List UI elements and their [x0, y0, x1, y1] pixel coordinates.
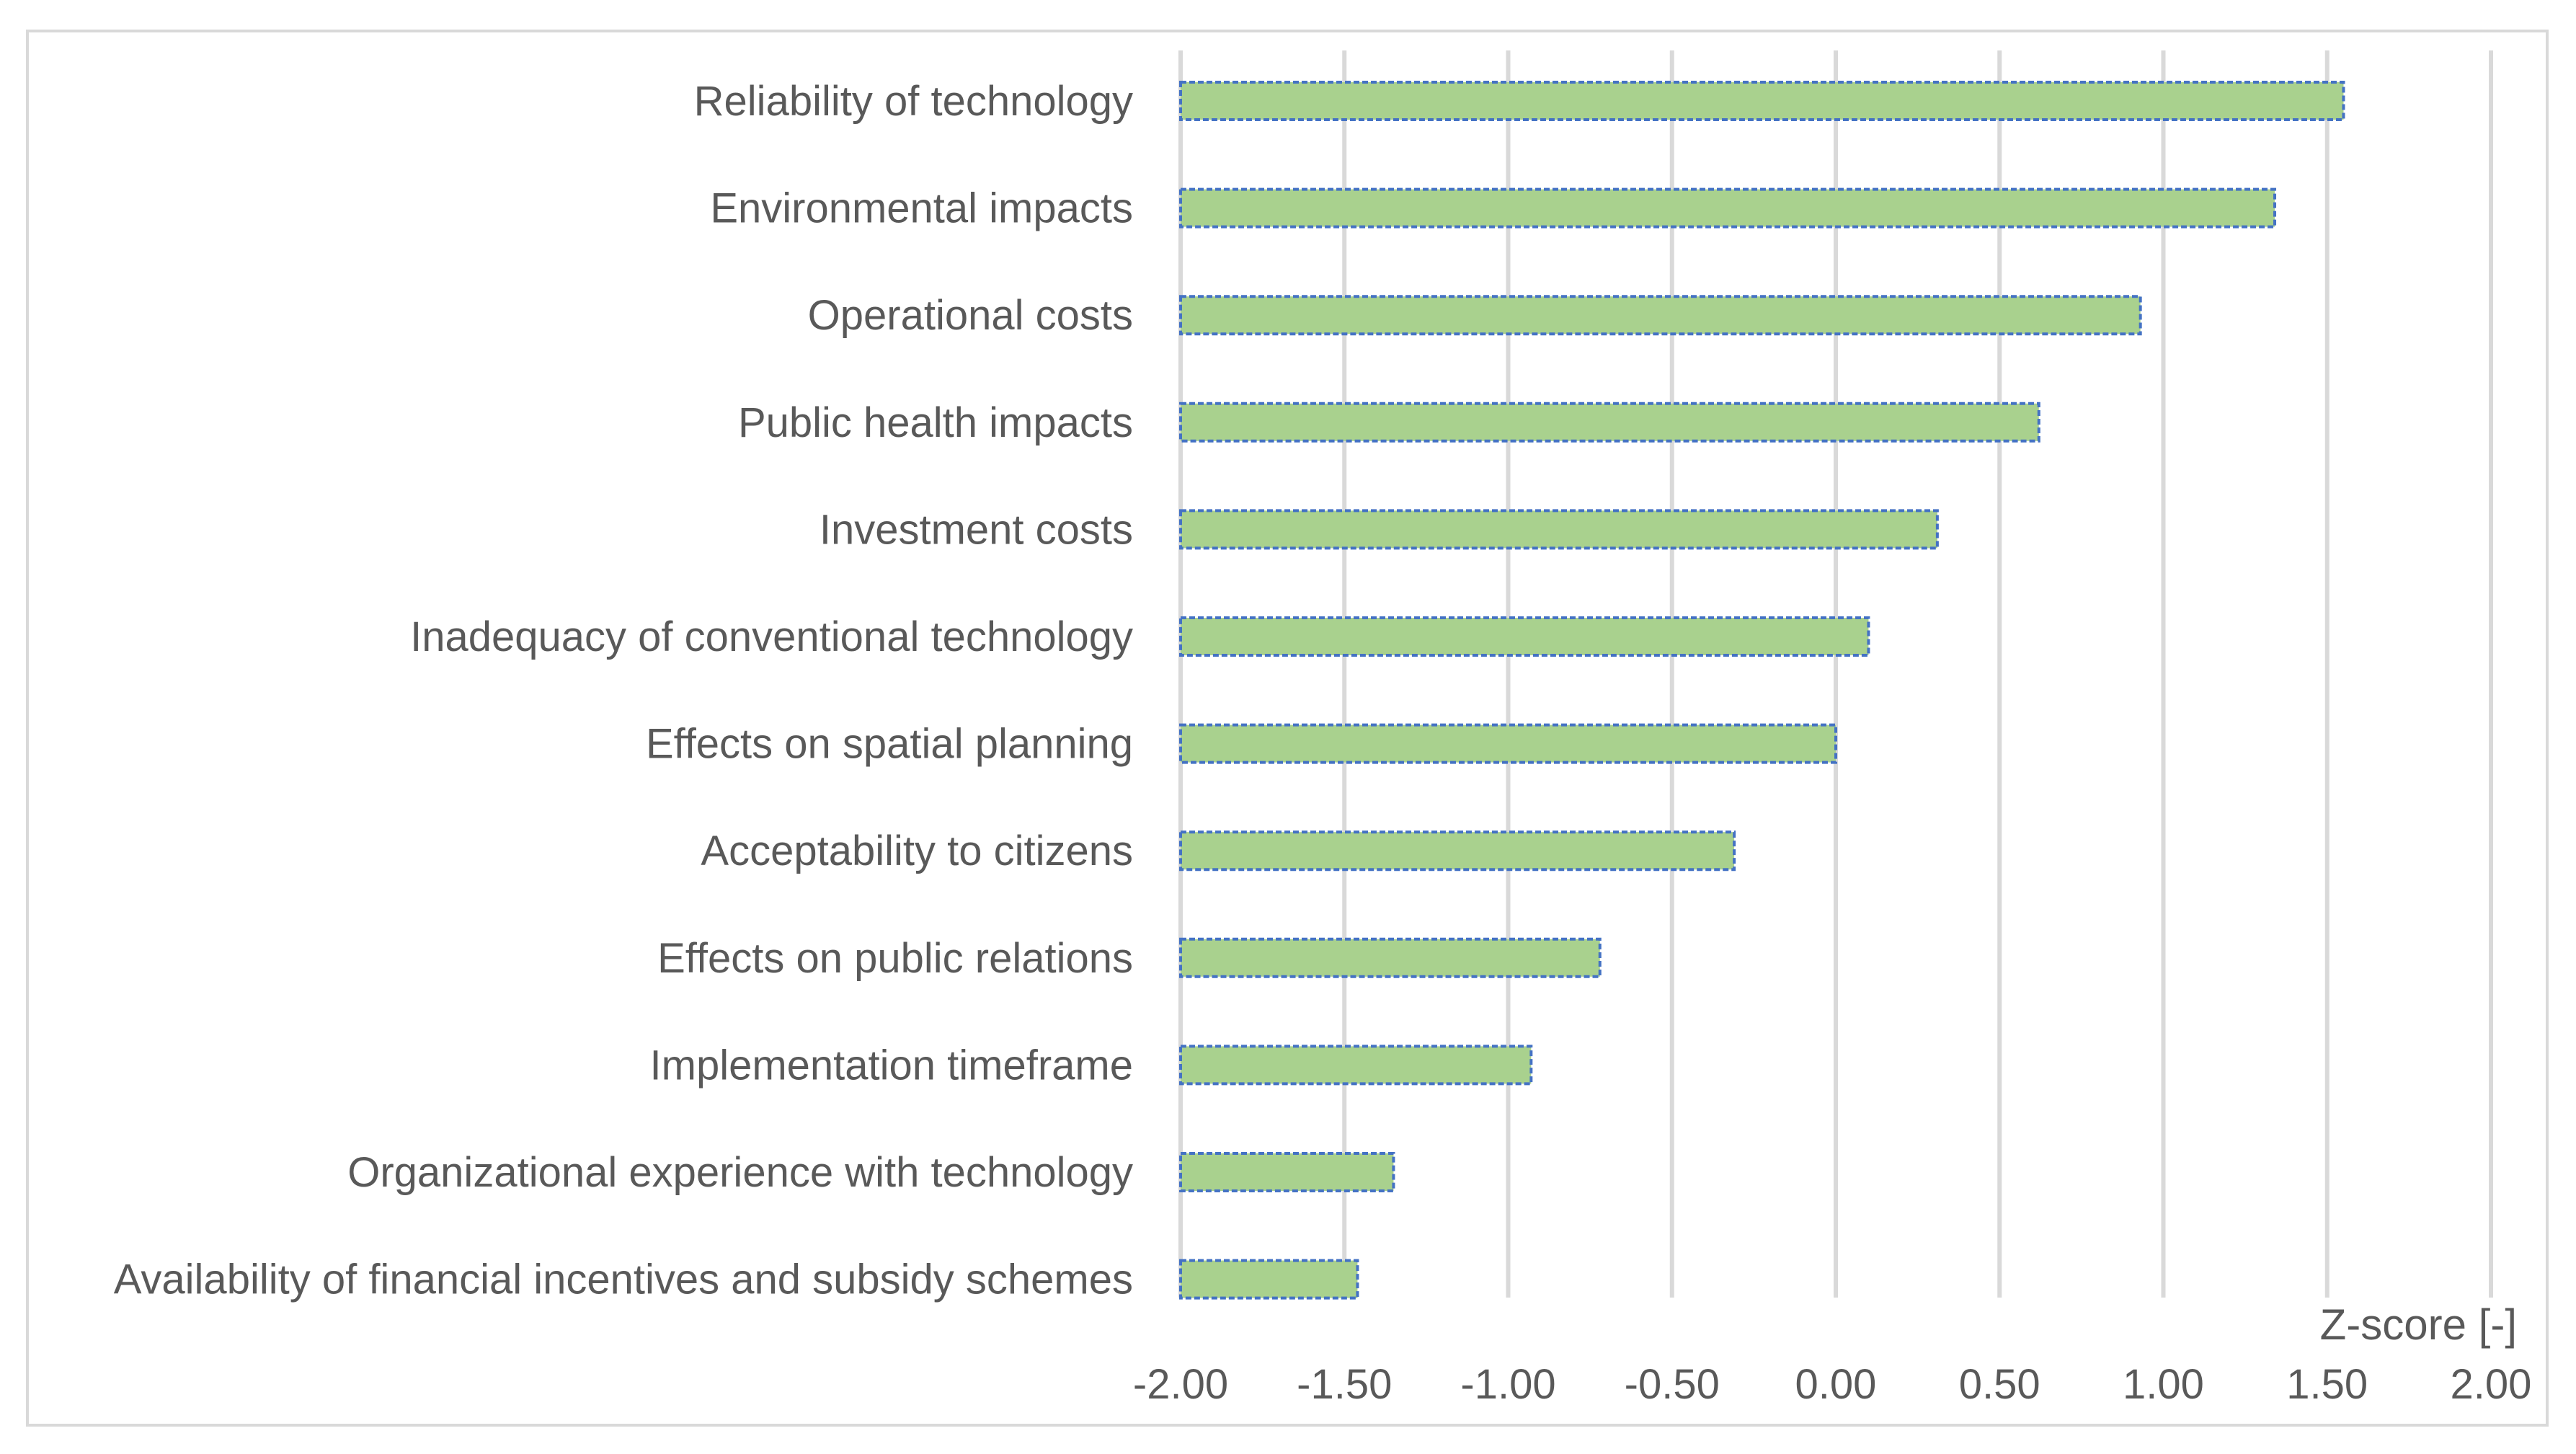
category-label: Effects on spatial planning [646, 721, 1133, 768]
bar [1179, 509, 1939, 550]
x-tick-label: 0.50 [1959, 1361, 2040, 1408]
bar [1179, 402, 2040, 443]
bar [1179, 830, 1736, 872]
bar [1179, 616, 1870, 657]
gridlines [1178, 50, 2493, 1298]
x-tick-label: 2.00 [2451, 1361, 2532, 1408]
category-label: Inadequacy of conventional technology [410, 613, 1133, 660]
x-tick-label: -2.00 [1133, 1361, 1228, 1408]
bar [1179, 1152, 1395, 1192]
x-tick-label: 0.00 [1795, 1361, 1877, 1408]
bar [1179, 187, 2277, 229]
category-label: Acceptability to citizens [701, 828, 1133, 874]
category-label: Implementation timeframe [650, 1042, 1133, 1089]
category-label: Availability of financial incentives and… [114, 1256, 1133, 1303]
category-label: Environmental impacts [710, 185, 1133, 232]
x-tick-labels: -2.00 -1.50 -1.00 -0.50 0.00 0.50 1.00 1.50 2.00 [1133, 1361, 2532, 1408]
x-tick-label: -0.50 [1625, 1361, 1720, 1408]
x-axis-title: Z-score [-] [2320, 1300, 2517, 1349]
bar [1179, 1045, 1533, 1086]
category-label: Public health impacts [738, 399, 1133, 446]
x-tick-label: 1.50 [2286, 1361, 2368, 1408]
x-tick-label: -1.50 [1297, 1361, 1392, 1408]
category-label: Investment costs [820, 506, 1133, 553]
x-tick-label: 1.00 [2123, 1361, 2204, 1408]
bar [1179, 295, 2142, 336]
category-labels: Reliability of technology Environmental i… [114, 78, 1133, 1303]
bar [1179, 937, 1602, 978]
category-label: Reliability of technology [694, 78, 1133, 125]
category-label: Operational costs [808, 292, 1133, 339]
bar [1179, 723, 1837, 764]
bars [1179, 81, 2345, 1300]
category-label: Effects on public relations [657, 935, 1133, 982]
category-label: Organizational experience with technolog… [347, 1149, 1133, 1196]
x-tick-label: -1.00 [1460, 1361, 1555, 1408]
bar [1179, 81, 2345, 121]
bar [1179, 1259, 1359, 1300]
